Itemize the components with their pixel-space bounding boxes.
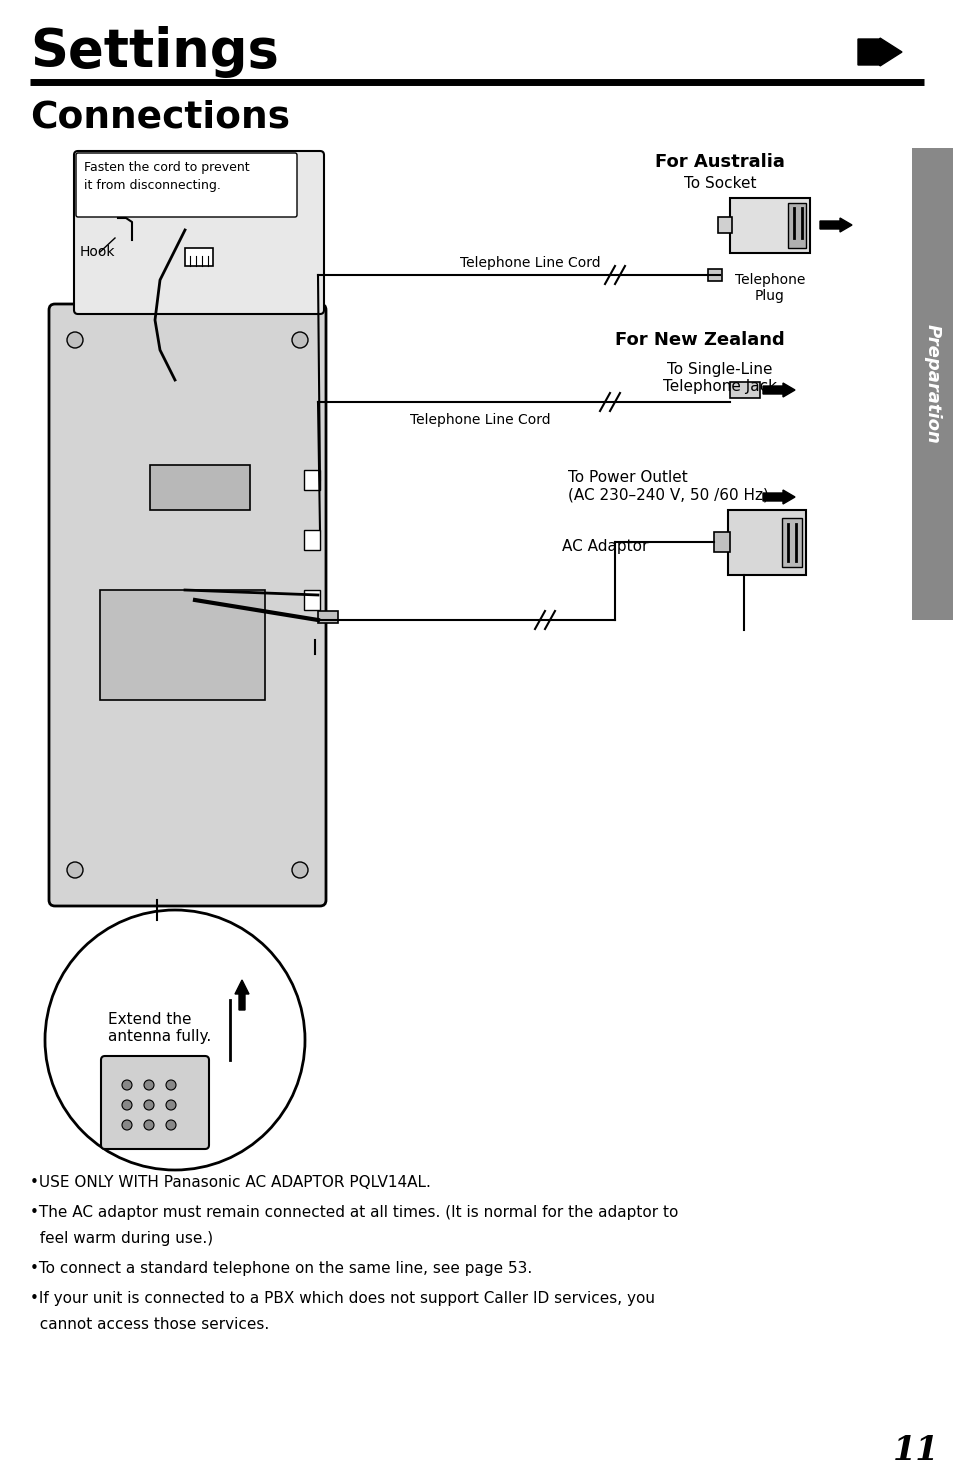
Circle shape xyxy=(144,1100,153,1111)
Text: •USE ONLY WITH Panasonic AC ADAPTOR PQLV14AL.: •USE ONLY WITH Panasonic AC ADAPTOR PQLV… xyxy=(30,1176,431,1190)
Text: Connections: Connections xyxy=(30,100,290,136)
Text: Telephone
Plug: Telephone Plug xyxy=(734,273,804,304)
Bar xyxy=(727,510,805,575)
Bar xyxy=(310,640,322,653)
Text: For New Zealand: For New Zealand xyxy=(615,330,784,350)
Text: AC Adaptor: AC Adaptor xyxy=(561,540,648,555)
FancyArrow shape xyxy=(762,384,794,397)
Text: Fasten the cord to prevent: Fasten the cord to prevent xyxy=(84,161,250,174)
Circle shape xyxy=(292,332,308,348)
Circle shape xyxy=(67,332,83,348)
Bar xyxy=(781,518,801,566)
Circle shape xyxy=(292,861,308,878)
Circle shape xyxy=(122,1080,132,1090)
Bar xyxy=(707,268,721,282)
Text: To Power Outlet
(AC 230–240 V, 50 /60 Hz): To Power Outlet (AC 230–240 V, 50 /60 Hz… xyxy=(567,471,768,503)
Text: •If your unit is connected to a PBX which does not support Caller ID services, y: •If your unit is connected to a PBX whic… xyxy=(30,1291,655,1305)
Text: To Socket: To Socket xyxy=(683,176,756,190)
Bar xyxy=(729,198,809,254)
Text: Extend the
antenna fully.: Extend the antenna fully. xyxy=(108,1012,211,1044)
Circle shape xyxy=(166,1080,175,1090)
FancyBboxPatch shape xyxy=(74,150,324,314)
Text: Settings: Settings xyxy=(30,27,278,78)
Text: To Single-Line
Telephone Jack: To Single-Line Telephone Jack xyxy=(662,361,776,394)
Bar xyxy=(304,590,319,611)
Circle shape xyxy=(45,910,305,1170)
FancyArrow shape xyxy=(857,38,901,66)
Circle shape xyxy=(166,1100,175,1111)
Circle shape xyxy=(144,1120,153,1130)
Text: Hook: Hook xyxy=(80,245,115,260)
FancyBboxPatch shape xyxy=(49,304,326,906)
Circle shape xyxy=(122,1100,132,1111)
Bar xyxy=(787,204,805,248)
Text: Telephone Line Cord: Telephone Line Cord xyxy=(459,257,599,270)
Text: For Australia: For Australia xyxy=(655,153,784,171)
Bar xyxy=(185,248,213,266)
Bar xyxy=(304,530,319,550)
Text: •The AC adaptor must remain connected at all times. (It is normal for the adapto: •The AC adaptor must remain connected at… xyxy=(30,1205,678,1220)
Circle shape xyxy=(122,1120,132,1130)
Circle shape xyxy=(144,1080,153,1090)
Bar xyxy=(718,217,731,233)
Text: 11: 11 xyxy=(892,1434,939,1466)
FancyArrow shape xyxy=(820,218,851,232)
Bar xyxy=(100,590,265,701)
Text: Preparation: Preparation xyxy=(923,324,941,444)
FancyBboxPatch shape xyxy=(76,153,296,217)
Bar xyxy=(304,471,319,490)
Text: •To connect a standard telephone on the same line, see page 53.: •To connect a standard telephone on the … xyxy=(30,1261,532,1276)
Text: feel warm during use.): feel warm during use.) xyxy=(30,1232,213,1246)
Bar xyxy=(713,532,729,552)
Bar xyxy=(729,382,760,398)
Bar xyxy=(317,611,337,622)
FancyBboxPatch shape xyxy=(101,1056,209,1149)
Bar xyxy=(911,148,953,620)
Circle shape xyxy=(166,1120,175,1130)
Circle shape xyxy=(67,861,83,878)
Text: Telephone Line Cord: Telephone Line Cord xyxy=(409,413,550,426)
Bar xyxy=(150,465,250,510)
FancyArrow shape xyxy=(762,490,794,504)
FancyArrow shape xyxy=(234,979,249,1010)
Text: it from disconnecting.: it from disconnecting. xyxy=(84,178,221,192)
Text: cannot access those services.: cannot access those services. xyxy=(30,1317,269,1332)
